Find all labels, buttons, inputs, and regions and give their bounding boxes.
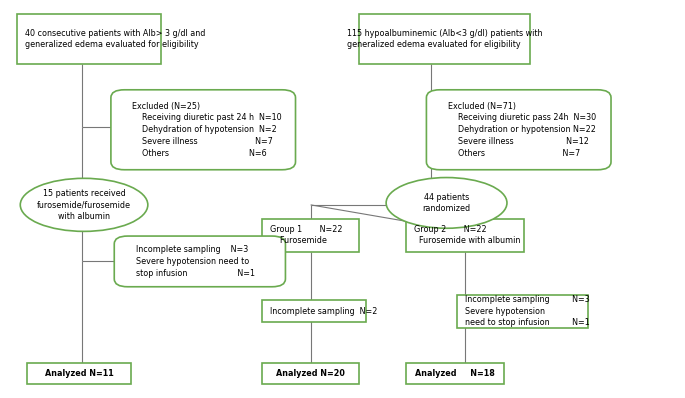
Text: Incomplete sampling  N=2: Incomplete sampling N=2 — [270, 306, 377, 316]
FancyBboxPatch shape — [406, 363, 503, 384]
Text: Analyzed     N=18: Analyzed N=18 — [415, 369, 495, 378]
Text: 40 consecutive patients with Alb> 3 g/dl and
generalized edema evaluated for eli: 40 consecutive patients with Alb> 3 g/dl… — [25, 29, 206, 49]
FancyBboxPatch shape — [426, 90, 611, 170]
FancyBboxPatch shape — [359, 14, 530, 64]
FancyBboxPatch shape — [406, 219, 524, 252]
FancyBboxPatch shape — [457, 295, 588, 328]
Text: Incomplete sampling    N=3
Severe hypotension need to
stop infusion             : Incomplete sampling N=3 Severe hypotensi… — [136, 245, 255, 278]
Text: Group 2       N=22
  Furosemide with albumin: Group 2 N=22 Furosemide with albumin — [414, 225, 521, 246]
Text: Incomplete sampling         N=3
Severe hypotension
need to stop infusion        : Incomplete sampling N=3 Severe hypotensi… — [464, 295, 589, 328]
Text: 115 hypoalbuminemic (Alb<3 g/dl) patients with
generalized edema evaluated for e: 115 hypoalbuminemic (Alb<3 g/dl) patient… — [347, 29, 543, 49]
Text: Excluded (N=25)
    Receiving diuretic past 24 h  N=10
    Dehydration of hypote: Excluded (N=25) Receiving diuretic past … — [132, 101, 282, 158]
FancyBboxPatch shape — [262, 363, 359, 384]
Ellipse shape — [21, 178, 148, 231]
Text: Excluded (N=71)
    Receiving diuretic pass 24h  N=30
    Dehydration or hypoten: Excluded (N=71) Receiving diuretic pass … — [448, 101, 596, 158]
FancyBboxPatch shape — [17, 14, 161, 64]
FancyBboxPatch shape — [262, 219, 359, 252]
Text: Analyzed N=11: Analyzed N=11 — [45, 369, 114, 378]
Text: 44 patients
randomized: 44 patients randomized — [423, 193, 471, 213]
Ellipse shape — [386, 178, 507, 228]
Text: Analyzed N=20: Analyzed N=20 — [276, 369, 345, 378]
Text: Group 1       N=22
    Furosemide: Group 1 N=22 Furosemide — [270, 225, 342, 246]
FancyBboxPatch shape — [111, 90, 295, 170]
FancyBboxPatch shape — [114, 236, 286, 287]
Text: 15 patients received
furosemide/furosemide
with albumin: 15 patients received furosemide/furosemi… — [37, 189, 131, 221]
FancyBboxPatch shape — [262, 300, 366, 322]
FancyBboxPatch shape — [27, 363, 131, 384]
